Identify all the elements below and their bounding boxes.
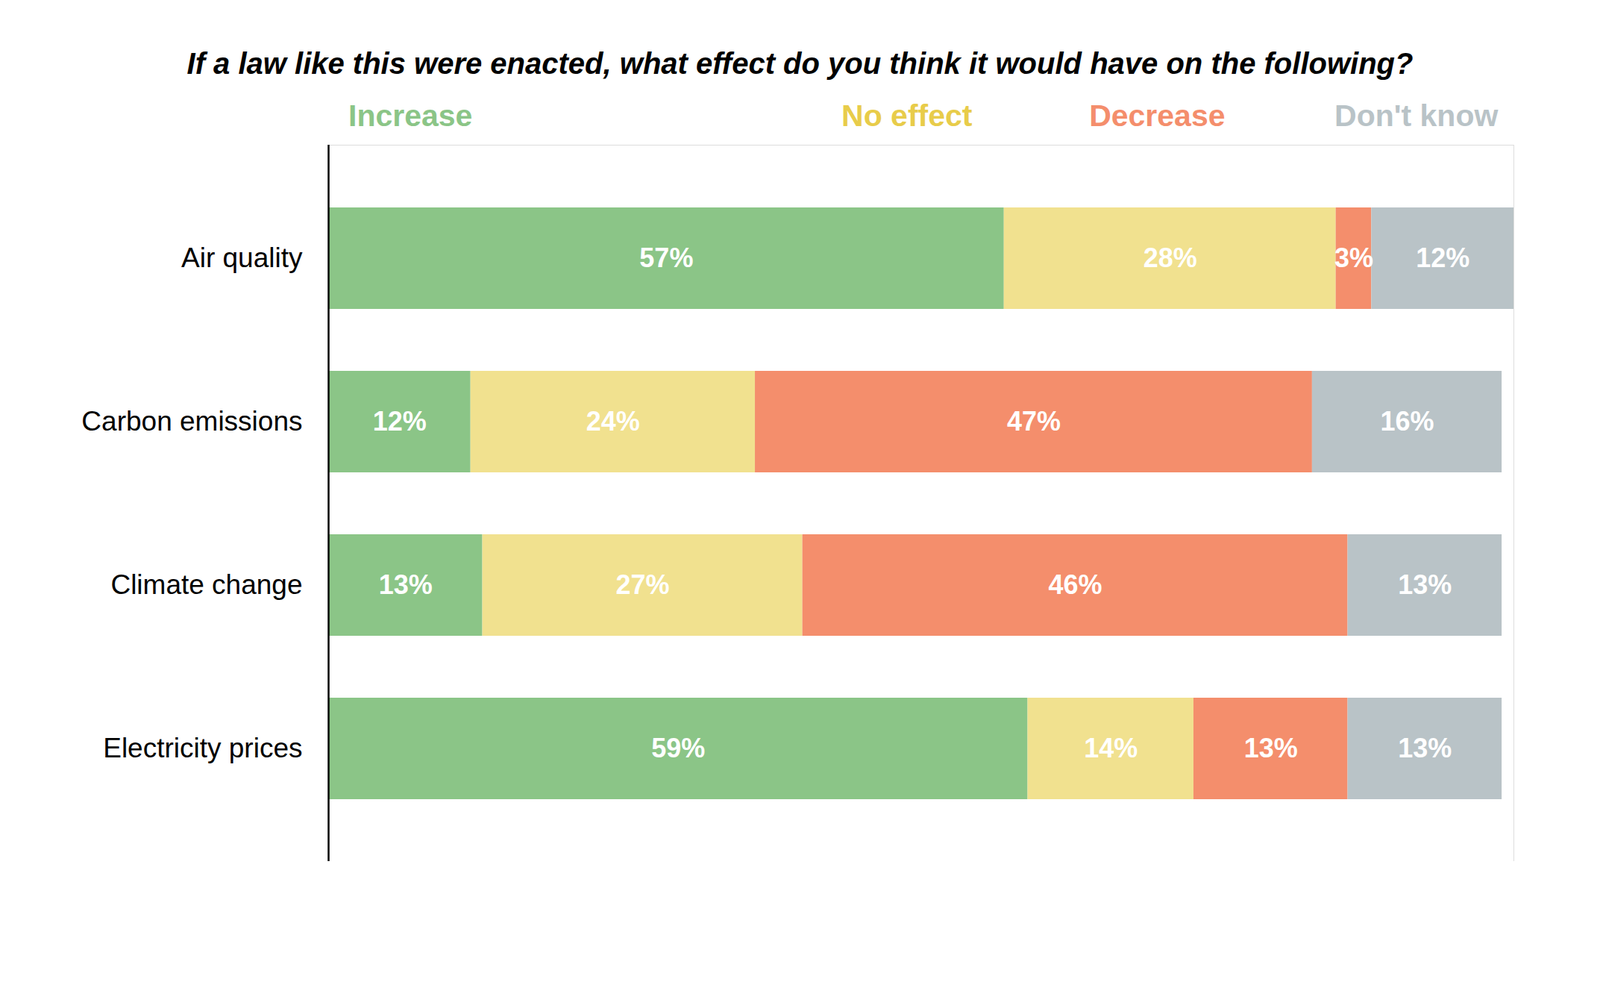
- svg-text:13%: 13%: [378, 569, 433, 600]
- svg-text:Carbon emissions: Carbon emissions: [81, 405, 303, 437]
- svg-text:13%: 13%: [1397, 732, 1452, 764]
- svg-text:13%: 13%: [1397, 569, 1452, 600]
- svg-text:Climate change: Climate change: [110, 569, 303, 600]
- svg-text:24%: 24%: [586, 405, 640, 437]
- svg-text:28%: 28%: [1143, 242, 1198, 274]
- svg-text:57%: 57%: [639, 242, 693, 274]
- svg-text:Electricity prices: Electricity prices: [102, 732, 303, 764]
- html-text:Decrease: Decrease: [1089, 98, 1226, 133]
- svg-text:12%: 12%: [372, 405, 427, 437]
- svg-text:3%: 3%: [1334, 242, 1374, 274]
- svg-text:12%: 12%: [1415, 242, 1470, 274]
- html-text:Increase: Increase: [348, 98, 473, 133]
- svg-text:16%: 16%: [1379, 405, 1434, 437]
- svg-text:46%: 46%: [1048, 569, 1103, 600]
- svg-text:59%: 59%: [651, 732, 705, 764]
- html-text:Don't know: Don't know: [1334, 98, 1499, 133]
- svg-text:27%: 27%: [616, 569, 670, 600]
- html-text:No effect: No effect: [841, 98, 973, 133]
- svg-text:Air quality: Air quality: [181, 242, 303, 274]
- html-text:If a law like this were enacte: If a law like this were enacted, what ef…: [186, 46, 1414, 80]
- svg-text:13%: 13%: [1244, 732, 1298, 764]
- svg-text:47%: 47%: [1006, 405, 1061, 437]
- svg-text:14%: 14%: [1083, 732, 1138, 764]
